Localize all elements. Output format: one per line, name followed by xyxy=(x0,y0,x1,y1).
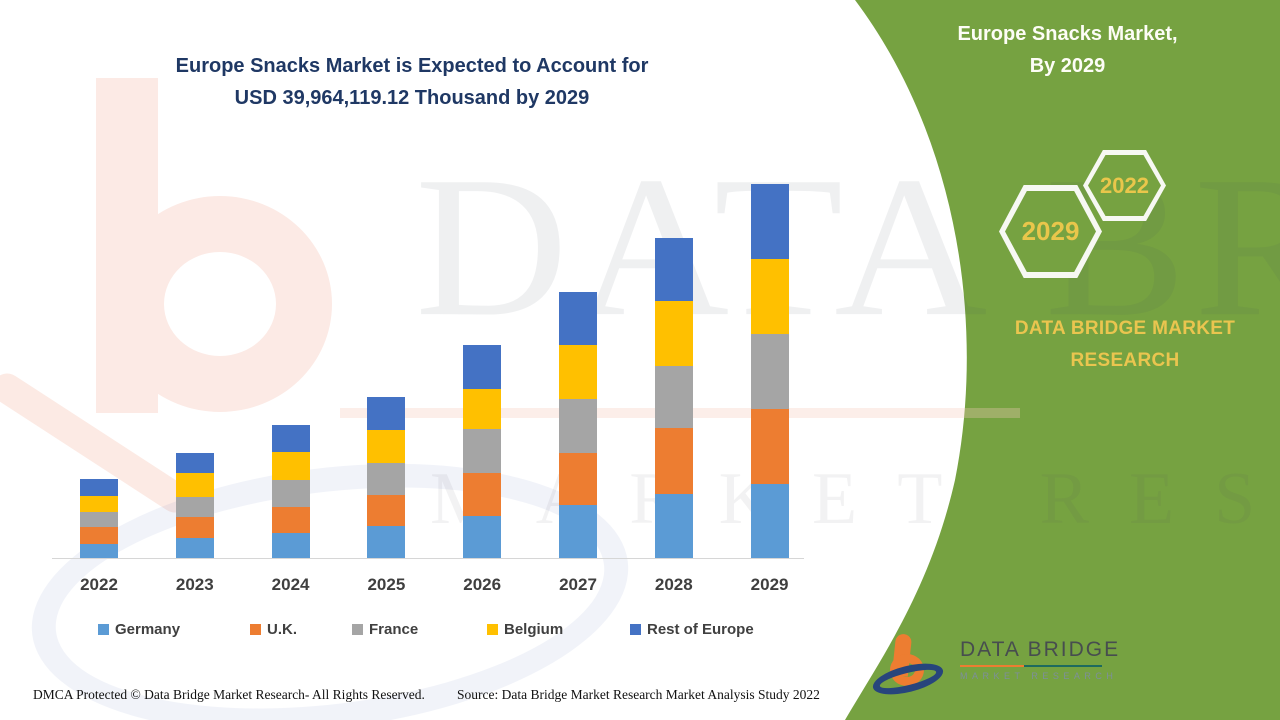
x-axis-label-2029: 2029 xyxy=(750,575,789,594)
chart-title-line1: Europe Snacks Market is Expected to Acco… xyxy=(175,55,649,77)
bar-2027 xyxy=(559,292,597,558)
bar-segment-france xyxy=(750,334,789,409)
bar-segment-rest-of-europe xyxy=(80,479,118,496)
bar-segment-france xyxy=(654,366,693,428)
legend-label: Germany xyxy=(115,620,181,638)
legend-swatch-icon xyxy=(98,623,109,635)
bar-2023 xyxy=(175,453,214,558)
bar-segment-germany xyxy=(80,544,118,558)
bar-segment-france xyxy=(367,463,406,495)
hexagon-badge-2029-fill xyxy=(1005,191,1096,272)
legend-label: Belgium xyxy=(504,620,564,638)
bar-segment-germany xyxy=(367,526,406,558)
chart-title: Europe Snacks Market is Expected to Acco… xyxy=(0,50,824,114)
legend-label: Rest of Europe xyxy=(647,620,754,638)
footer-dmca-text: DMCA Protected © Data Bridge Market Rese… xyxy=(33,687,425,702)
brand-name-line2: RESEARCH xyxy=(1070,350,1180,371)
logo-bowl-icon xyxy=(890,654,924,686)
x-axis-label-2023: 2023 xyxy=(175,575,214,594)
bar-segment-rest-of-europe xyxy=(463,345,502,389)
bar-2029 xyxy=(750,184,789,558)
bar-segment-france xyxy=(463,429,502,473)
hexagon-badge-2029-label: 2029 xyxy=(1021,216,1080,246)
bar-segment-belgium xyxy=(367,430,406,463)
legend-item-belgium: Belgium xyxy=(487,620,563,638)
bar-segment-rest-of-europe xyxy=(367,397,406,430)
logo-name: DATA BRIDGE xyxy=(960,638,1121,661)
bar-2025 xyxy=(367,397,406,558)
legend-swatch-icon xyxy=(250,623,261,635)
bar-segment-germany xyxy=(463,516,502,558)
bar-segment-rest-of-europe xyxy=(559,292,597,345)
legend-item-france: France xyxy=(352,620,418,638)
hexagon-badge-2022-fill xyxy=(1088,155,1161,216)
bar-segment-rest-of-europe xyxy=(654,238,693,301)
bar-segment-rest-of-europe xyxy=(271,425,310,452)
brand-name-text: DATA BRIDGE MARKET RESEARCH xyxy=(985,313,1265,377)
bar-segment-belgium xyxy=(750,259,789,334)
bar-segment-france xyxy=(80,512,118,527)
bar-segment-u-k- xyxy=(80,527,118,544)
bar-segment-rest-of-europe xyxy=(750,184,789,259)
bar-segment-germany xyxy=(271,533,310,558)
logo-tagline: MARKET RESEARCH xyxy=(960,671,1118,681)
bar-segment-u-k- xyxy=(271,507,310,533)
x-axis-label-2022: 2022 xyxy=(80,575,118,594)
bar-segment-belgium xyxy=(175,473,214,497)
x-axis-label-2027: 2027 xyxy=(559,575,597,594)
bar-segment-u-k- xyxy=(654,428,693,494)
bar-segment-germany xyxy=(750,484,789,558)
stacked-bar-chart: 2022 2023 2024 2025 2026 2027 2028 2029 Germany U… xyxy=(52,184,804,638)
bar-segment-u-k- xyxy=(750,409,789,484)
bar-segment-belgium xyxy=(463,389,502,429)
bar-2028 xyxy=(654,238,693,558)
legend-swatch-icon xyxy=(352,623,363,635)
bar-segment-u-k- xyxy=(463,473,502,516)
legend-label: France xyxy=(369,620,419,638)
bar-segment-germany xyxy=(654,494,693,558)
legend-item-germany: Germany xyxy=(98,620,180,638)
bar-2022 xyxy=(80,479,118,558)
chart-title-line2: USD 39,964,119.12 Thousand by 2029 xyxy=(234,87,590,109)
bar-segment-u-k- xyxy=(367,495,406,526)
bar-segment-belgium xyxy=(654,301,693,366)
brand-name-line1: DATA BRIDGE MARKET xyxy=(1014,318,1236,339)
hexagon-badge-2029: 2029 xyxy=(999,185,1102,278)
legend-swatch-icon xyxy=(630,623,641,635)
x-axis-label-2025: 2025 xyxy=(367,575,406,594)
bar-2026 xyxy=(463,345,502,558)
bar-segment-belgium xyxy=(271,452,310,480)
footer-source-text: Source: Data Bridge Market Research Mark… xyxy=(457,687,820,702)
x-axis-line xyxy=(52,558,804,559)
bar-2024 xyxy=(271,425,310,558)
panel-title-line2: By 2029 xyxy=(1029,55,1106,77)
bar-segment-france xyxy=(559,399,597,453)
bar-segment-belgium xyxy=(80,496,118,512)
legend-label: U.K. xyxy=(267,620,297,638)
logo-underline xyxy=(960,665,1102,667)
legend-swatch-icon xyxy=(487,623,498,635)
panel-title-line1: Europe Snacks Market, xyxy=(957,23,1178,45)
hexagon-badge-2022-label: 2022 xyxy=(1100,172,1149,198)
x-axis-label-2024: 2024 xyxy=(271,575,310,594)
bar-segment-germany xyxy=(559,505,597,558)
bar-segment-u-k- xyxy=(175,517,214,538)
x-axis-label-2028: 2028 xyxy=(654,575,693,594)
panel-title: Europe Snacks Market, By 2029 xyxy=(950,18,1185,82)
bar-segment-rest-of-europe xyxy=(175,453,214,473)
bar-segment-france xyxy=(175,497,214,517)
bar-segment-germany xyxy=(175,538,214,558)
bar-segment-u-k- xyxy=(559,453,597,505)
company-logo: DATA BRIDGE MARKET RESEARCH xyxy=(869,628,1121,703)
x-axis-label-2026: 2026 xyxy=(463,575,502,594)
legend-item-rest-of-europe: Rest of Europe xyxy=(630,620,754,638)
hexagon-badge-2022: 2022 xyxy=(1083,150,1166,221)
bar-segment-france xyxy=(271,480,310,507)
bar-segment-belgium xyxy=(559,345,597,399)
legend-item-u-k-: U.K. xyxy=(250,620,297,638)
